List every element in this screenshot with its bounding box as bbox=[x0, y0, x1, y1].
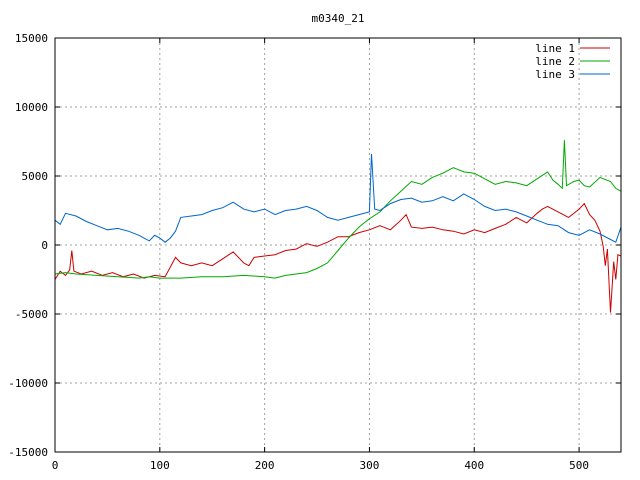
y-tick-label: 10000 bbox=[15, 101, 48, 114]
x-axis-ticks: 0 100 200 300 400 500 bbox=[52, 38, 589, 472]
plot-frame bbox=[54, 37, 622, 453]
grid-lines bbox=[55, 38, 621, 452]
y-axis-ticks: -15000 -10000 -5000 0 5000 10000 15000 bbox=[8, 32, 621, 459]
series-lines bbox=[54, 140, 622, 313]
y-tick-label: -10000 bbox=[8, 377, 48, 390]
x-tick-label: 300 bbox=[360, 459, 380, 472]
chart-title: m0340_21 bbox=[312, 12, 365, 25]
series-line-1 bbox=[54, 202, 622, 313]
x-tick-label: 500 bbox=[569, 459, 589, 472]
x-tick-label: 0 bbox=[52, 459, 59, 472]
y-tick-label: 5000 bbox=[22, 170, 49, 183]
y-tick-label: -15000 bbox=[8, 446, 48, 459]
x-tick-label: 400 bbox=[464, 459, 484, 472]
y-tick-label: -5000 bbox=[15, 308, 48, 321]
series-line-3 bbox=[54, 153, 622, 243]
legend-label: line 3 bbox=[535, 68, 575, 81]
y-tick-label: 15000 bbox=[15, 32, 48, 45]
x-tick-label: 100 bbox=[150, 459, 170, 472]
x-tick-label: 200 bbox=[255, 459, 275, 472]
y-tick-label: 0 bbox=[41, 239, 48, 252]
legend-label: line 1 bbox=[535, 42, 575, 55]
series-line-2 bbox=[54, 140, 622, 279]
legend-label: line 2 bbox=[535, 55, 575, 68]
